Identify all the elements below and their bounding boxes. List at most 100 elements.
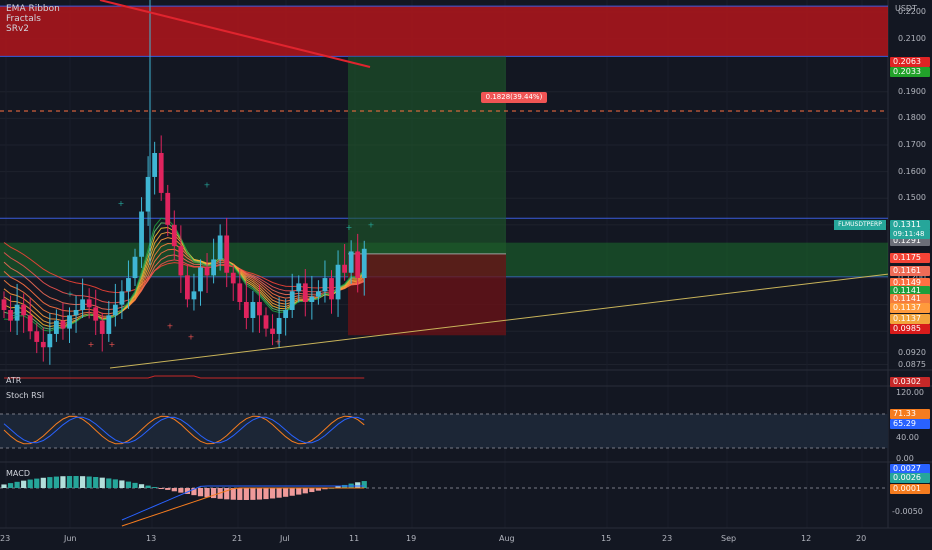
downtrend-line <box>99 0 371 68</box>
candle-body <box>126 278 131 292</box>
stoch-label[interactable]: Stoch RSI <box>6 391 45 400</box>
time-tick: Aug <box>499 534 515 543</box>
macd-bar <box>191 488 197 496</box>
macd-bar <box>80 476 86 488</box>
price-tick: 0.1900 <box>898 86 926 96</box>
loss-zone <box>348 253 506 336</box>
legend-fractals[interactable]: Fractals <box>6 14 41 24</box>
time-tick: 15 <box>601 534 612 543</box>
price-tag: 0.2033 <box>890 67 930 77</box>
time-tick: 12 <box>801 534 812 543</box>
legend-ema-ribbon[interactable]: EMA Ribbon <box>6 4 60 14</box>
macd-bar <box>250 488 256 500</box>
price-tag: 0.1137 <box>890 303 930 313</box>
candle-body <box>40 341 46 348</box>
price-tick: 0.2200 <box>898 6 926 16</box>
time-tick: 23 <box>0 534 11 543</box>
candle-body <box>224 235 230 273</box>
signal-line <box>121 487 365 527</box>
stoch-k-line <box>3 415 365 445</box>
macd-tick: -0.0050 <box>892 507 923 516</box>
candle-body <box>178 246 184 276</box>
macd-value-3: 0.0001 <box>890 484 930 494</box>
macd-bar <box>276 488 282 498</box>
macd-bar <box>165 488 171 490</box>
candle-body <box>237 283 243 303</box>
fractal-up: + <box>346 223 353 232</box>
candle-body <box>1 299 7 310</box>
candle-body <box>257 302 262 316</box>
macd-bar <box>73 476 79 488</box>
candle-body <box>86 299 92 308</box>
fractal-up: + <box>12 311 19 320</box>
candle-body <box>355 251 361 279</box>
macd-bar <box>230 488 236 500</box>
candle-body <box>14 304 20 321</box>
candle-body <box>204 267 210 276</box>
fractal-down: + <box>109 340 116 349</box>
time-tick: 23 <box>662 534 673 543</box>
macd-line <box>121 485 365 521</box>
macd-bar <box>7 483 14 488</box>
price-tag: 0.1149 <box>890 278 930 288</box>
macd-bar <box>86 476 92 488</box>
resistance-zone <box>0 6 888 57</box>
candle-body <box>34 331 40 342</box>
candle-body <box>217 235 223 260</box>
stoch-tick-0: 0.00 <box>896 454 914 463</box>
candle-body <box>93 307 99 321</box>
macd-bar <box>197 488 204 497</box>
time-tick: 11 <box>349 534 360 543</box>
price-tag: 0.1141 <box>890 286 930 296</box>
fractal-up: + <box>118 199 125 208</box>
time-tick: Sep <box>721 534 737 543</box>
price-tick: 0.0875 <box>898 359 926 369</box>
macd-bar <box>66 476 73 488</box>
macd-bar <box>211 488 217 499</box>
legend-srv2[interactable]: SRv2 <box>6 24 30 34</box>
candle-body <box>112 304 118 316</box>
candle-body <box>119 291 125 305</box>
macd-bar <box>269 488 276 499</box>
candle-body <box>145 176 151 212</box>
candle-body <box>158 153 164 193</box>
candle-body <box>302 283 308 303</box>
atr-label[interactable]: ATR <box>6 376 22 385</box>
fractal-up: + <box>204 181 211 190</box>
stoch-tick-40: 40.00 <box>896 433 919 442</box>
candle-body <box>198 267 203 292</box>
fractal-down: + <box>167 322 174 331</box>
macd-bar <box>335 486 341 488</box>
macd-label[interactable]: MACD <box>6 469 30 478</box>
macd-bar <box>53 476 59 488</box>
fractal-up: + <box>368 221 375 230</box>
time-tick: 21 <box>232 534 243 543</box>
price-tick: 0.1200 <box>898 273 926 282</box>
macd-bar <box>60 476 66 488</box>
candle-body <box>361 248 367 279</box>
macd-bar <box>125 481 132 488</box>
candle-body <box>342 264 347 273</box>
candle-body <box>230 272 236 284</box>
macd-bar <box>289 488 295 496</box>
stoch-d-value: 65.29 <box>890 419 930 429</box>
candle-body <box>322 278 328 292</box>
macd-bar <box>315 488 321 491</box>
candle-body <box>276 317 282 334</box>
macd-bar <box>263 488 269 500</box>
currency-label: USDT <box>895 4 917 13</box>
price-tag: 0.1175 <box>890 253 930 263</box>
fractal-up: + <box>67 290 74 299</box>
macd-bar <box>47 477 53 488</box>
price-tick: 0.1800 <box>898 113 926 123</box>
profit-zone <box>348 56 506 254</box>
candle-body <box>250 302 256 318</box>
candle-body <box>8 309 13 321</box>
candle-body <box>165 192 171 225</box>
price-tag: 0.2063 <box>890 57 930 67</box>
candle-body <box>139 211 144 257</box>
stoch-band <box>0 414 888 448</box>
macd-bar <box>106 478 112 488</box>
candle-body <box>296 283 302 292</box>
